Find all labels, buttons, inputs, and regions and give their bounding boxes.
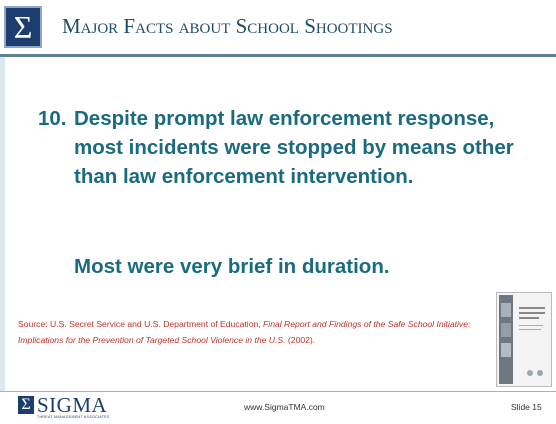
thumbnail-line bbox=[519, 325, 543, 326]
thumbnail-photo bbox=[501, 343, 511, 357]
thumbnail-seal bbox=[527, 370, 533, 376]
thumbnail-photo bbox=[501, 323, 511, 337]
header-rule bbox=[0, 54, 556, 57]
footer-logo-icon: Σ bbox=[18, 396, 34, 414]
note: Most were very brief in duration. bbox=[74, 252, 390, 281]
header-icon: Σ bbox=[4, 6, 42, 48]
source-suffix: (2002). bbox=[288, 335, 315, 345]
thumbnail-seal bbox=[537, 370, 543, 376]
thumbnail-line bbox=[519, 329, 541, 330]
footer-logo-tagline: Threat Management Associates bbox=[37, 415, 110, 419]
source-note: Source: U.S. Secret Service and U.S. Dep… bbox=[18, 316, 492, 348]
source-prefix: Source: U.S. Secret Service and U.S. Dep… bbox=[18, 319, 261, 329]
slide: Σ Major Facts about School Shootings 10.… bbox=[0, 0, 556, 424]
footer-url: www.SigmaTMA.com bbox=[244, 402, 325, 412]
report-thumbnail bbox=[496, 292, 552, 387]
item-text: Despite prompt law enforcement response,… bbox=[74, 104, 549, 191]
item-number: 10. bbox=[38, 104, 67, 133]
slide-title: Major Facts about School Shootings bbox=[62, 14, 393, 39]
thumbnail-line bbox=[519, 317, 539, 319]
footer-rule bbox=[0, 391, 556, 392]
slide-number: Slide 15 bbox=[511, 402, 542, 412]
thumbnail-photo bbox=[501, 303, 511, 317]
left-bar bbox=[0, 57, 5, 391]
thumbnail-line bbox=[519, 307, 545, 309]
thumbnail-line bbox=[519, 312, 545, 314]
